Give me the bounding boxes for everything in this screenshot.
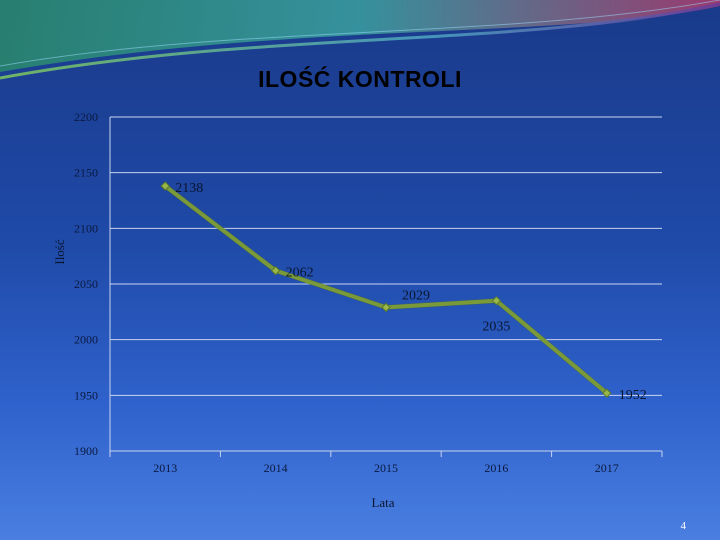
data-point [491,295,502,306]
y-tick-label: 2000 [74,333,98,347]
y-axis-label: Ilość [52,239,67,265]
data-point [602,388,612,398]
series-group [160,181,612,398]
chart-title: ILOŚĆ KONTROLI [258,66,462,92]
data-point [381,302,391,313]
grid-lines [109,116,663,457]
data-label: 2035 [482,320,510,335]
data-point [160,181,170,191]
y-tick-label: 2150 [74,166,98,180]
data-label: 2138 [175,181,203,196]
y-tick-label: 1900 [74,444,98,458]
series-line-shadow [163,184,609,396]
y-tick-label: 1950 [74,388,98,402]
x-tick-label: 2015 [374,461,398,475]
series-line [163,184,609,395]
y-tick-label: 2200 [74,110,98,124]
x-tick-label: 2016 [484,461,508,475]
page-number: 4 [680,520,687,532]
data-point [270,265,281,276]
y-tick-label: 2100 [74,221,98,235]
data-labels: 2138 2062 2029 2035 1952 [175,181,647,403]
x-axis-label: Lata [371,495,394,510]
data-label: 2029 [402,288,430,303]
x-axis-ticks: 2013 2014 2015 2016 2017 [153,461,619,475]
x-tick-label: 2014 [264,461,288,475]
x-tick-label: 2017 [595,461,619,475]
y-tick-label: 2050 [74,277,98,291]
x-tick-label: 2013 [153,461,177,475]
data-label: 1952 [619,388,647,403]
top-swoosh-decoration [0,0,720,80]
y-axis-ticks: 1900 1950 2000 2050 2100 2150 2200 [74,110,98,458]
data-label: 2062 [286,266,314,281]
